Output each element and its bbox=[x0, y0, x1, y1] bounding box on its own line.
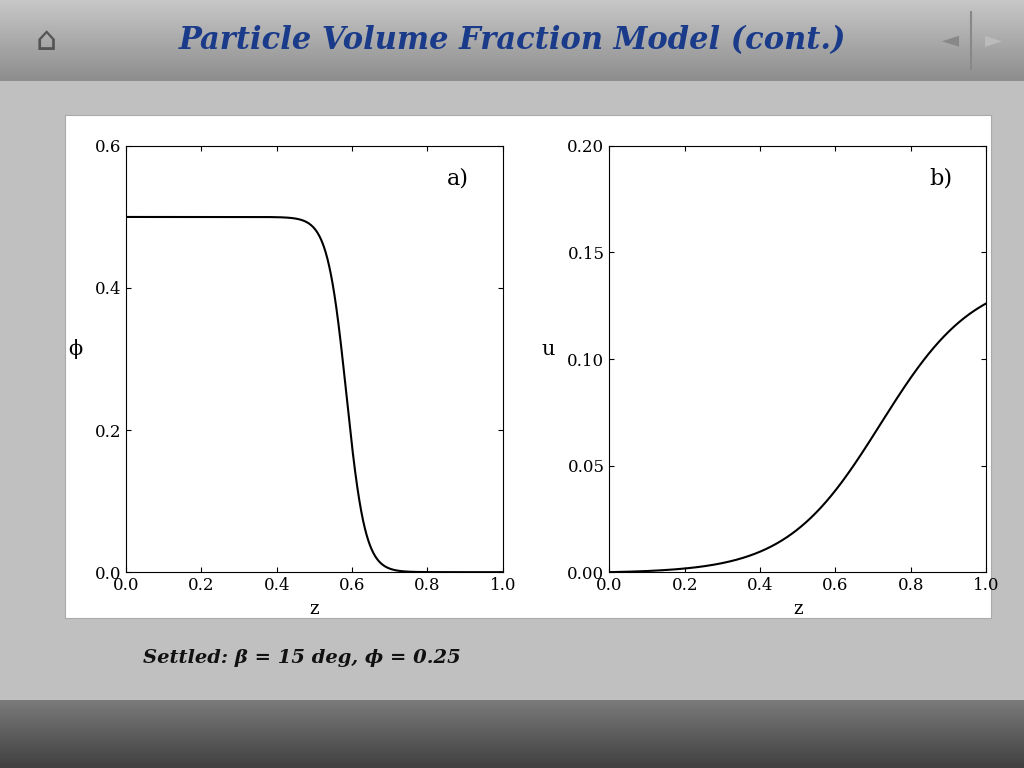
Text: a): a) bbox=[446, 167, 469, 189]
Y-axis label: u: u bbox=[541, 340, 555, 359]
Text: ◄: ◄ bbox=[942, 30, 958, 51]
Text: ⌂: ⌂ bbox=[36, 24, 56, 57]
Text: b): b) bbox=[930, 167, 952, 189]
X-axis label: z: z bbox=[793, 600, 803, 617]
Text: ►: ► bbox=[985, 30, 1001, 51]
Y-axis label: ϕ: ϕ bbox=[68, 339, 82, 359]
Text: Settled: β = 15 deg, ϕ = 0.25: Settled: β = 15 deg, ϕ = 0.25 bbox=[143, 649, 461, 667]
X-axis label: z: z bbox=[309, 600, 319, 617]
Text: Particle Volume Fraction Model (cont.): Particle Volume Fraction Model (cont.) bbox=[178, 25, 846, 56]
